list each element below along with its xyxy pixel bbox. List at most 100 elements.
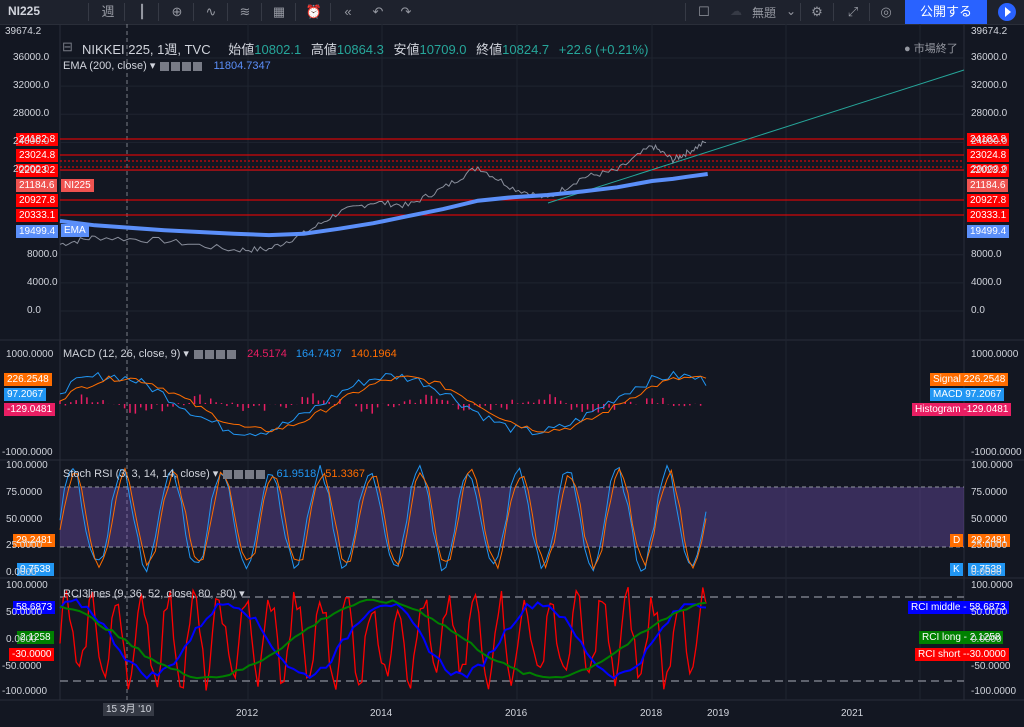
indicator-y-tick: 25.0000	[6, 540, 43, 551]
indicator-y-tick: -100.0000	[2, 686, 48, 697]
price-label-right: 23024.8	[967, 149, 1010, 162]
interval-selector[interactable]: 週	[101, 4, 115, 19]
change-value: +22.6 (+0.21%)	[558, 42, 649, 57]
stoch-legend[interactable]: Stoch RSI (3, 3, 14, 14, close) ▾ 61.951…	[63, 468, 366, 480]
macd-hist-value: 24.5174	[247, 348, 287, 360]
y-tick-label: 24000.0	[971, 136, 1008, 148]
y-tick-label: 0.0	[27, 305, 41, 316]
price-label-left: 22023.2	[16, 164, 59, 177]
compare-icon[interactable]: ≋	[239, 4, 251, 19]
alert-icon[interactable]: ⏰	[305, 4, 323, 19]
rci-legend[interactable]: RCI3lines (9, 36, 52, close, 80, -80) ▾	[63, 588, 245, 600]
macd-signal-value: 140.1964	[350, 348, 397, 360]
indicator-y-tick: 100.0000	[971, 580, 1013, 591]
macd-signal-left: 226.2548	[4, 373, 52, 386]
templates-icon[interactable]: ▦	[272, 4, 286, 19]
indicator-y-tick: 100.0000	[6, 580, 48, 591]
indicator-y-tick: 0.0000	[6, 634, 37, 645]
macd-value: 164.7437	[295, 348, 342, 360]
indicator-y-tick: -100.0000	[971, 686, 1017, 697]
y-tick-label: 0.0	[971, 305, 985, 316]
replay-icon[interactable]: «	[344, 4, 352, 19]
chevron-down-icon[interactable]: ⌄	[786, 4, 797, 18]
stoch-d-value: 51.3367	[325, 468, 366, 480]
y-tick-label: 36000.0	[13, 52, 50, 63]
price-label-left: 19499.4	[16, 225, 59, 238]
y-tick-label: 8000.0	[27, 248, 58, 260]
y-tick-label: 28000.0	[971, 108, 1008, 120]
ema-value: 11804.7347	[213, 60, 271, 72]
stoch-d-right: D	[950, 534, 964, 547]
camera-icon[interactable]: ◎	[880, 4, 892, 19]
indicator-y-tick: -50.0000	[2, 661, 42, 672]
price-label-right: 22023.2	[967, 164, 1010, 177]
low-value: 10709.0	[419, 42, 467, 57]
price-label-left: 21184.6	[16, 179, 58, 192]
undo-icon[interactable]: ↶	[372, 4, 384, 19]
y-tick-label: 20000.0	[971, 164, 1008, 176]
ema-tag: EMA	[61, 224, 89, 237]
price-label-right: 20333.1	[967, 209, 1010, 222]
rci-middle-right: RCI middle - 58.6873	[908, 601, 1009, 614]
y-tick-label: 8000.0	[971, 248, 1002, 260]
symbol-search[interactable]: NI225	[8, 4, 41, 18]
macd-hist-right: Histogram -129.0481	[912, 403, 1012, 416]
rci-long-line	[59, 598, 707, 680]
stoch-k-right-value: 0.7538	[968, 563, 1005, 576]
price-label-left: 23024.8	[16, 149, 59, 162]
indicator-y-tick: 50.0000	[6, 607, 43, 618]
publish-button[interactable]: 公開する	[905, 0, 987, 24]
indicator-y-tick: -1000.0000	[971, 447, 1022, 458]
market-status: ● 市場終了	[904, 43, 958, 55]
indicator-y-tick: -50.0000	[971, 661, 1011, 672]
redo-icon[interactable]: ↷	[400, 4, 412, 19]
rci-middle-line	[59, 598, 707, 680]
y-tick-label: 4000.0	[971, 276, 1002, 288]
macd-hist-left: -129.0481	[4, 403, 56, 416]
ni225-tag: NI225	[61, 179, 94, 192]
macd-line	[59, 370, 707, 437]
fullscreen-icon[interactable]: ⤢	[847, 4, 859, 19]
indicator-y-tick: 1000.0000	[6, 349, 54, 360]
price-label-right: 19499.4	[967, 225, 1010, 238]
rci-middle-left: 58.6873	[13, 601, 56, 614]
cloud-icon: ☁	[730, 4, 742, 18]
high-value: 10864.3	[336, 42, 384, 57]
collapse-icon[interactable]: ⊟	[62, 39, 73, 54]
symbol-title: NIKKEI 225, 1週, TVC	[82, 42, 211, 57]
y-tick-label: 4000.0	[27, 276, 58, 288]
price-label-right: 21184.6	[967, 179, 1009, 192]
rci-short-right: RCI short --30.0000	[915, 648, 1009, 661]
rci-long-left: 2.1258	[17, 631, 54, 644]
y-tick-label: 20000.0	[13, 164, 50, 176]
stoch-k-value: 61.9518	[276, 468, 317, 480]
rci-long-right: RCI long - 2.1258	[919, 631, 1004, 644]
y-tick-label: 28000.0	[13, 108, 50, 120]
stoch-k-right: K	[950, 563, 963, 576]
symbol-legend: NIKKEI 225, 1週, TVC 始値10802.1 高値10864.3 …	[82, 42, 649, 57]
macd-legend[interactable]: MACD (12, 26, close, 9) ▾ 24.5174 164.74…	[63, 348, 397, 360]
trend-line	[547, 69, 965, 204]
open-value: 10802.1	[254, 42, 302, 57]
crosshair-date: 15 3月 '10	[103, 703, 155, 716]
stoch-k-line	[59, 464, 707, 573]
stoch-band	[60, 487, 964, 547]
layout-name[interactable]: 無題	[752, 6, 777, 20]
indicators-icon[interactable]: ∿	[205, 4, 217, 19]
candle-style-icon[interactable]: ┃	[138, 4, 146, 19]
play-icon[interactable]	[998, 3, 1016, 21]
macd-value-right: MACD 97.2067	[930, 388, 1005, 401]
indicator-y-tick: 1000.0000	[971, 349, 1019, 360]
indicator-y-tick: 100.0000	[6, 460, 48, 471]
settings-icon[interactable]: ⚙	[811, 4, 823, 19]
add-indicator-icon[interactable]: ⊕	[171, 4, 183, 19]
y-tick-label: 36000.0	[971, 52, 1008, 63]
price-label-left: 24182.8	[16, 133, 59, 146]
indicator-y-tick: 0.0000	[971, 634, 1002, 645]
layout-icon[interactable]: ☐	[698, 4, 710, 19]
indicator-y-tick: 75.0000	[6, 487, 43, 498]
indicator-y-tick: 100.0000	[971, 460, 1013, 471]
indicator-y-tick: 0.0000	[971, 567, 1002, 578]
ema-legend[interactable]: EMA (200, close) ▾ 11804.7347	[63, 60, 271, 72]
